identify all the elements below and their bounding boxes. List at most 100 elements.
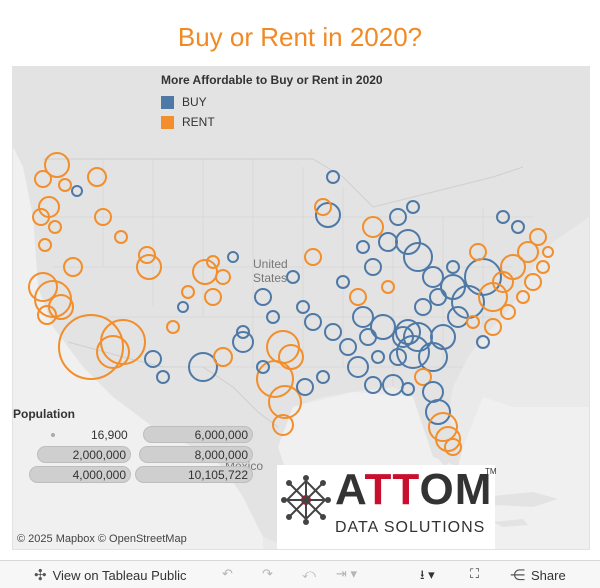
buy-circle[interactable]: [446, 260, 460, 274]
buy-circle[interactable]: [352, 306, 374, 328]
rent-circle[interactable]: [213, 347, 233, 367]
buy-circle[interactable]: [418, 342, 448, 372]
rent-circle[interactable]: [362, 216, 384, 238]
redo-button[interactable]: ↷: [262, 566, 273, 582]
buy-circle[interactable]: [227, 251, 239, 263]
buy-circle[interactable]: [406, 200, 420, 214]
buy-circle[interactable]: [422, 266, 444, 288]
buy-circle[interactable]: [389, 348, 407, 366]
buy-circle[interactable]: [326, 170, 340, 184]
buy-circle[interactable]: [371, 350, 385, 364]
buy-circle[interactable]: [236, 325, 250, 339]
buy-circle[interactable]: [447, 306, 469, 328]
buy-circle[interactable]: [364, 376, 382, 394]
buy-circle[interactable]: [336, 275, 350, 289]
rent-circle[interactable]: [524, 273, 542, 291]
undo-button[interactable]: ↶: [222, 566, 233, 582]
legend-item-rent[interactable]: RENT: [161, 112, 383, 132]
rent-circle[interactable]: [94, 208, 112, 226]
rent-circle[interactable]: [38, 238, 52, 252]
buy-circle[interactable]: [188, 352, 218, 382]
rent-circle[interactable]: [87, 167, 107, 187]
buy-circle[interactable]: [286, 270, 300, 284]
rent-circle[interactable]: [48, 220, 62, 234]
rent-circle[interactable]: [381, 280, 395, 294]
rent-circle[interactable]: [138, 246, 156, 264]
buy-circle[interactable]: [403, 322, 433, 352]
buy-circle[interactable]: [347, 356, 369, 378]
rent-circle[interactable]: [58, 314, 124, 380]
rent-circle[interactable]: [435, 426, 461, 452]
download-button[interactable]: ⭳ ▾: [420, 566, 435, 588]
rent-circle[interactable]: [58, 178, 72, 192]
view-on-tableau-public-button[interactable]: ✣ View on Tableau Public: [34, 566, 187, 584]
rent-circle[interactable]: [34, 170, 52, 188]
buy-circle[interactable]: [71, 185, 83, 197]
rent-circle[interactable]: [204, 288, 222, 306]
rent-circle[interactable]: [314, 198, 332, 216]
buy-circle[interactable]: [144, 350, 162, 368]
buy-circle[interactable]: [425, 399, 451, 425]
buy-circle[interactable]: [364, 258, 382, 276]
rent-circle[interactable]: [181, 285, 195, 299]
buy-circle[interactable]: [256, 360, 270, 374]
rent-circle[interactable]: [469, 243, 487, 261]
rent-circle[interactable]: [349, 288, 367, 306]
map-area[interactable]: United States Mexico More Affordable to …: [12, 66, 590, 550]
rent-circle[interactable]: [516, 290, 530, 304]
rent-circle[interactable]: [44, 152, 70, 178]
buy-circle[interactable]: [356, 240, 370, 254]
share-button[interactable]: ⋲ Share: [510, 566, 566, 584]
rent-circle[interactable]: [215, 269, 231, 285]
buy-circle[interactable]: [315, 202, 341, 228]
buy-circle[interactable]: [389, 208, 407, 226]
rent-circle[interactable]: [28, 272, 58, 302]
rent-circle[interactable]: [272, 414, 294, 436]
buy-circle[interactable]: [429, 288, 447, 306]
buy-circle[interactable]: [392, 326, 414, 348]
rent-circle[interactable]: [517, 241, 539, 263]
rent-circle[interactable]: [268, 385, 302, 419]
rent-circle[interactable]: [484, 318, 502, 336]
revert-button[interactable]: ⤺: [302, 566, 316, 582]
rent-circle[interactable]: [444, 438, 462, 456]
buy-circle[interactable]: [496, 210, 510, 224]
pause-button[interactable]: ⇥ ▾: [336, 566, 357, 582]
rent-circle[interactable]: [500, 304, 516, 320]
rent-circle[interactable]: [304, 248, 322, 266]
buy-circle[interactable]: [370, 314, 396, 340]
buy-circle[interactable]: [254, 288, 272, 306]
fullscreen-button[interactable]: ⛶: [470, 566, 479, 582]
rent-circle[interactable]: [428, 412, 458, 442]
buy-circle[interactable]: [359, 328, 377, 346]
rent-circle[interactable]: [529, 228, 547, 246]
rent-circle[interactable]: [500, 254, 526, 280]
legend-item-buy[interactable]: BUY: [161, 92, 383, 112]
rent-circle[interactable]: [37, 305, 57, 325]
buy-circle[interactable]: [156, 370, 170, 384]
buy-circle[interactable]: [395, 319, 421, 345]
rent-circle[interactable]: [466, 315, 480, 329]
buy-circle[interactable]: [414, 298, 432, 316]
buy-circle[interactable]: [177, 301, 189, 313]
buy-circle[interactable]: [511, 220, 525, 234]
buy-circle[interactable]: [395, 229, 421, 255]
buy-circle[interactable]: [403, 242, 433, 272]
rent-circle[interactable]: [136, 254, 162, 280]
map-attribution[interactable]: © 2025 Mapbox © OpenStreetMap: [17, 533, 187, 545]
buy-circle[interactable]: [401, 382, 415, 396]
buy-circle[interactable]: [304, 313, 322, 331]
buy-circle[interactable]: [266, 310, 280, 324]
buy-circle[interactable]: [339, 338, 357, 356]
rent-circle[interactable]: [166, 320, 180, 334]
rent-circle[interactable]: [206, 255, 220, 269]
buy-circle[interactable]: [296, 378, 314, 396]
buy-circle[interactable]: [476, 335, 490, 349]
buy-circle[interactable]: [324, 323, 342, 341]
rent-circle[interactable]: [96, 335, 130, 369]
buy-circle[interactable]: [232, 331, 254, 353]
buy-circle[interactable]: [296, 300, 310, 314]
rent-circle[interactable]: [63, 257, 83, 277]
rent-circle[interactable]: [256, 360, 294, 398]
rent-circle[interactable]: [414, 368, 432, 386]
